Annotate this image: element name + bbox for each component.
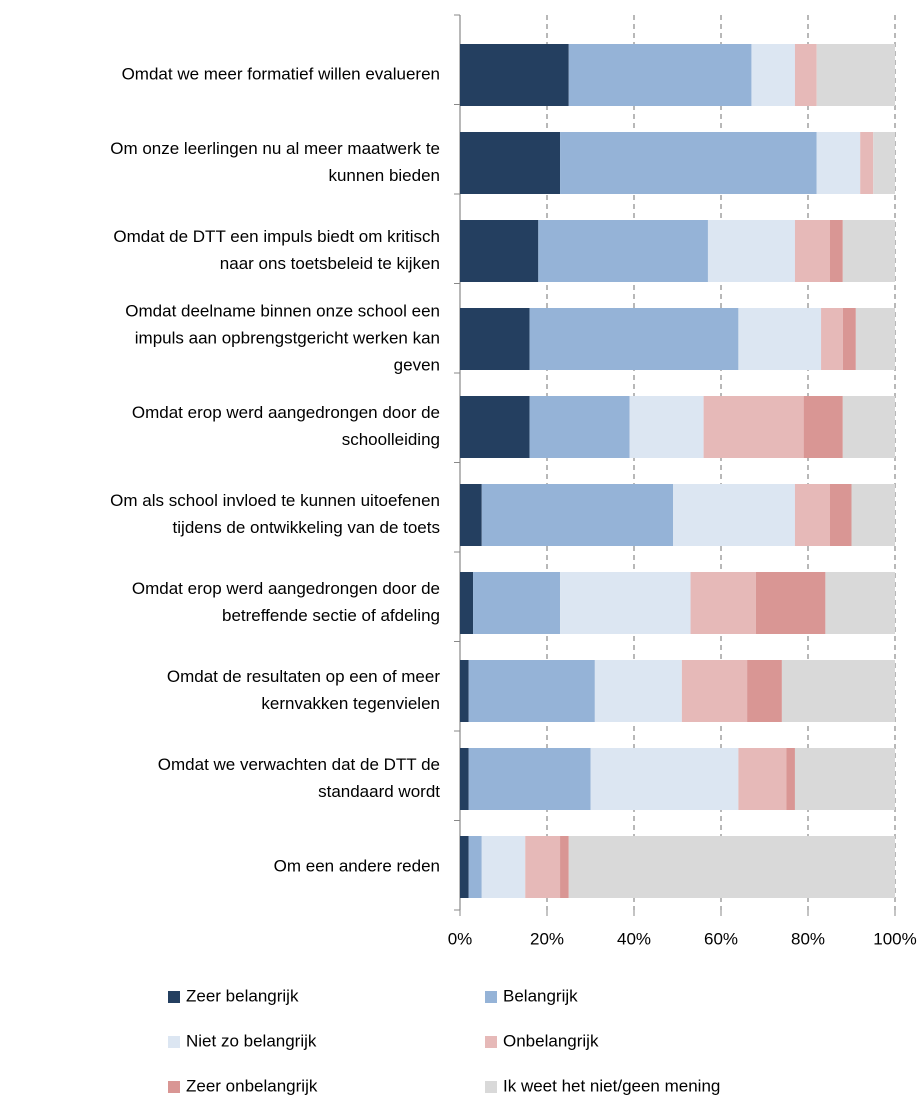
bar-segment	[821, 308, 843, 370]
y-tick-label: Om een andere reden	[274, 856, 440, 875]
bar-segment	[851, 484, 895, 546]
bar-segment	[816, 44, 895, 106]
bar-segment	[816, 132, 861, 194]
bar-segment	[460, 748, 469, 810]
y-tick-label: naar ons toetsbeleid te kijken	[220, 254, 440, 273]
legend-label: Zeer belangrijk	[186, 986, 299, 1005]
y-tick-label: Omdat we verwachten dat de DTT de	[158, 755, 440, 774]
y-tick-label: Omdat we meer formatief willen evalueren	[122, 64, 440, 83]
x-tick-label: 80%	[791, 929, 825, 948]
bar-segment	[860, 132, 874, 194]
y-tick-label: standaard wordt	[318, 782, 440, 801]
y-tick-label: betreffende sectie of afdeling	[222, 606, 440, 625]
bar-segment	[560, 836, 569, 898]
y-tick-label: impuls aan opbrengstgericht werken kan	[135, 328, 440, 347]
bar-segment	[829, 484, 852, 546]
y-tick-label: geven	[394, 355, 440, 374]
y-tick-label: Omdat deelname binnen onze school een	[125, 301, 440, 320]
bar-segment	[568, 836, 895, 898]
bar-segment	[825, 572, 895, 634]
legend-swatch	[168, 1036, 180, 1048]
x-tick-label: 60%	[704, 929, 738, 948]
bar-segment	[873, 132, 895, 194]
y-tick-label: Omdat erop werd aangedrongen door de	[132, 579, 440, 598]
bar-segment	[560, 572, 691, 634]
bar-segment	[673, 484, 795, 546]
bar-segment	[481, 484, 674, 546]
bar-segment	[681, 660, 748, 722]
bar-segment	[794, 220, 830, 282]
legend-swatch	[485, 1081, 497, 1093]
bar-segment	[460, 836, 469, 898]
x-tick-label: 40%	[617, 929, 651, 948]
x-tick-label: 20%	[530, 929, 564, 948]
bar-segment	[529, 308, 739, 370]
y-tick-label: Omdat erop werd aangedrongen door de	[132, 403, 440, 422]
bar-segment	[751, 44, 795, 106]
bar-segment	[590, 748, 739, 810]
bar-segment	[842, 396, 895, 458]
bar-segment	[481, 836, 526, 898]
y-tick-label: schoolleiding	[342, 430, 440, 449]
bar-segment	[747, 660, 782, 722]
bar-segment	[460, 396, 530, 458]
legend-label: Niet zo belangrijk	[186, 1031, 317, 1050]
y-tick-label: Omdat de resultaten op een of meer	[167, 667, 440, 686]
bar-segment	[460, 220, 539, 282]
y-tick-label: Omdat de DTT een impuls biedt om kritisc…	[113, 227, 440, 246]
bar-segment	[703, 396, 804, 458]
bar-segment	[690, 572, 756, 634]
legend-swatch	[168, 1081, 180, 1093]
bar-segment	[460, 308, 530, 370]
bar-segment	[803, 396, 843, 458]
bar-segment	[781, 660, 895, 722]
bar-segment	[794, 748, 895, 810]
legend-swatch	[485, 991, 497, 1003]
bar-segment	[842, 308, 856, 370]
x-tick-label: 100%	[873, 929, 916, 948]
bar-segment	[855, 308, 895, 370]
bar-segment	[460, 132, 561, 194]
y-tick-label: tijdens de ontwikkeling van de toets	[173, 518, 440, 537]
legend-swatch	[168, 991, 180, 1003]
y-tick-label: Om onze leerlingen nu al meer maatwerk t…	[110, 139, 440, 158]
bar-segment	[794, 44, 817, 106]
bar-segment	[794, 484, 830, 546]
bar-segment	[538, 220, 708, 282]
y-tick-label: kernvakken tegenvielen	[261, 694, 440, 713]
bar-segment	[468, 836, 482, 898]
bar-segment	[594, 660, 682, 722]
bar-segment	[468, 660, 595, 722]
bar-segment	[707, 220, 795, 282]
bar-segment	[738, 748, 787, 810]
bar-segment	[786, 748, 795, 810]
bar-segment	[842, 220, 895, 282]
legend-swatch	[485, 1036, 497, 1048]
bar-segment	[460, 484, 482, 546]
bar-segment	[629, 396, 704, 458]
bar-segment	[473, 572, 561, 634]
bar-segment	[460, 660, 469, 722]
bar-segment	[460, 572, 474, 634]
legend-label: Ik weet het niet/geen mening	[503, 1076, 720, 1095]
bar-segment	[829, 220, 843, 282]
bar-segment	[568, 44, 752, 106]
bar-segment	[525, 836, 561, 898]
bar-segment	[738, 308, 822, 370]
bar-segment	[529, 396, 630, 458]
y-tick-label: kunnen bieden	[328, 166, 440, 185]
legend-label: Zeer onbelangrijk	[186, 1076, 318, 1095]
x-tick-label: 0%	[448, 929, 473, 948]
legend-label: Onbelangrijk	[503, 1031, 599, 1050]
y-tick-label: Om als school invloed te kunnen uitoefen…	[110, 491, 440, 510]
bar-segment	[755, 572, 826, 634]
bar-segment	[468, 748, 591, 810]
legend-label: Belangrijk	[503, 986, 578, 1005]
bar-segment	[460, 44, 569, 106]
bar-segment	[560, 132, 817, 194]
